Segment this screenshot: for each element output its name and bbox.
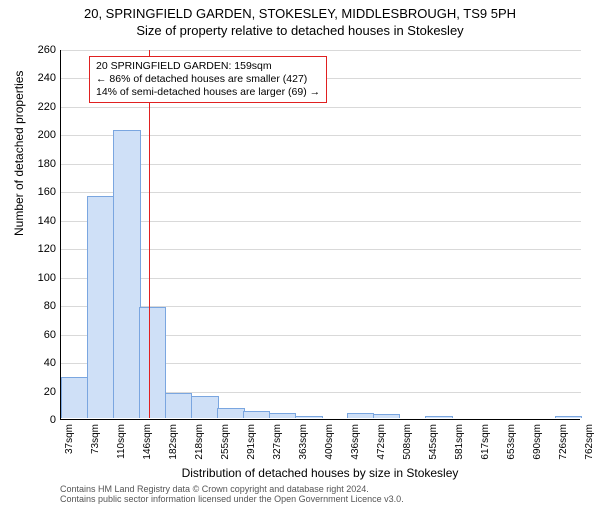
callout-line: 14% of semi-detached houses are larger (… [96,86,320,99]
y-tick-label: 220 [20,101,56,113]
x-tick-label: 255sqm [220,424,231,460]
histogram-bar [87,196,115,418]
x-tick-label: 545sqm [428,424,439,460]
histogram-bar [61,377,88,418]
marker-line [149,50,150,418]
x-tick-label: 653sqm [506,424,517,460]
callout-line: ← 86% of detached houses are smaller (42… [96,73,320,86]
y-tick-label: 80 [20,300,56,312]
histogram-bar [191,396,219,418]
histogram-chart: 02040608010012014016018020022024026037sq… [60,50,580,420]
y-tick-label: 40 [20,357,56,369]
page-subtitle: Size of property relative to detached ho… [0,23,600,38]
x-tick-label: 218sqm [194,424,205,460]
histogram-bar [555,416,582,418]
x-axis-label: Distribution of detached houses by size … [60,466,580,480]
y-tick-label: 100 [20,272,56,284]
callout-line: 20 SPRINGFIELD GARDEN: 159sqm [96,60,320,73]
x-tick-label: 363sqm [298,424,309,460]
x-tick-label: 37sqm [64,424,75,454]
footer-attribution: Contains HM Land Registry data © Crown c… [60,484,580,505]
footer-line1: Contains HM Land Registry data © Crown c… [60,484,580,494]
plot-area: 02040608010012014016018020022024026037sq… [60,50,580,420]
histogram-bar [165,393,192,418]
x-tick-label: 581sqm [454,424,465,460]
x-tick-label: 762sqm [584,424,595,460]
y-tick-label: 120 [20,243,56,255]
histogram-bar [347,413,374,418]
y-tick-label: 60 [20,329,56,341]
x-tick-label: 327sqm [272,424,283,460]
y-tick-label: 20 [20,386,56,398]
histogram-bar [269,413,296,418]
histogram-bar [373,414,400,418]
x-tick-label: 146sqm [142,424,153,460]
histogram-bar [243,411,270,418]
y-tick-label: 240 [20,72,56,84]
x-tick-label: 400sqm [324,424,335,460]
page-title-address: 20, SPRINGFIELD GARDEN, STOKESLEY, MIDDL… [0,6,600,21]
y-tick-label: 180 [20,158,56,170]
histogram-bar [113,130,140,418]
x-tick-label: 726sqm [558,424,569,460]
grid-line [61,107,581,108]
x-tick-label: 508sqm [402,424,413,460]
x-tick-label: 690sqm [532,424,543,460]
x-tick-label: 617sqm [480,424,491,460]
x-tick-label: 472sqm [376,424,387,460]
histogram-bar [139,307,166,418]
y-tick-label: 140 [20,215,56,227]
x-tick-label: 182sqm [168,424,179,460]
x-tick-label: 73sqm [90,424,101,454]
y-tick-label: 0 [20,414,56,426]
histogram-bar [295,416,323,418]
x-tick-label: 436sqm [350,424,361,460]
y-tick-label: 160 [20,186,56,198]
grid-line [61,50,581,51]
histogram-bar [425,416,452,418]
histogram-bar [217,408,244,418]
y-axis-label: Number of detached properties [12,71,26,236]
y-tick-label: 200 [20,129,56,141]
x-tick-label: 291sqm [246,424,257,460]
y-tick-label: 260 [20,44,56,56]
callout-box: 20 SPRINGFIELD GARDEN: 159sqm← 86% of de… [89,56,327,103]
x-tick-label: 110sqm [116,424,127,459]
